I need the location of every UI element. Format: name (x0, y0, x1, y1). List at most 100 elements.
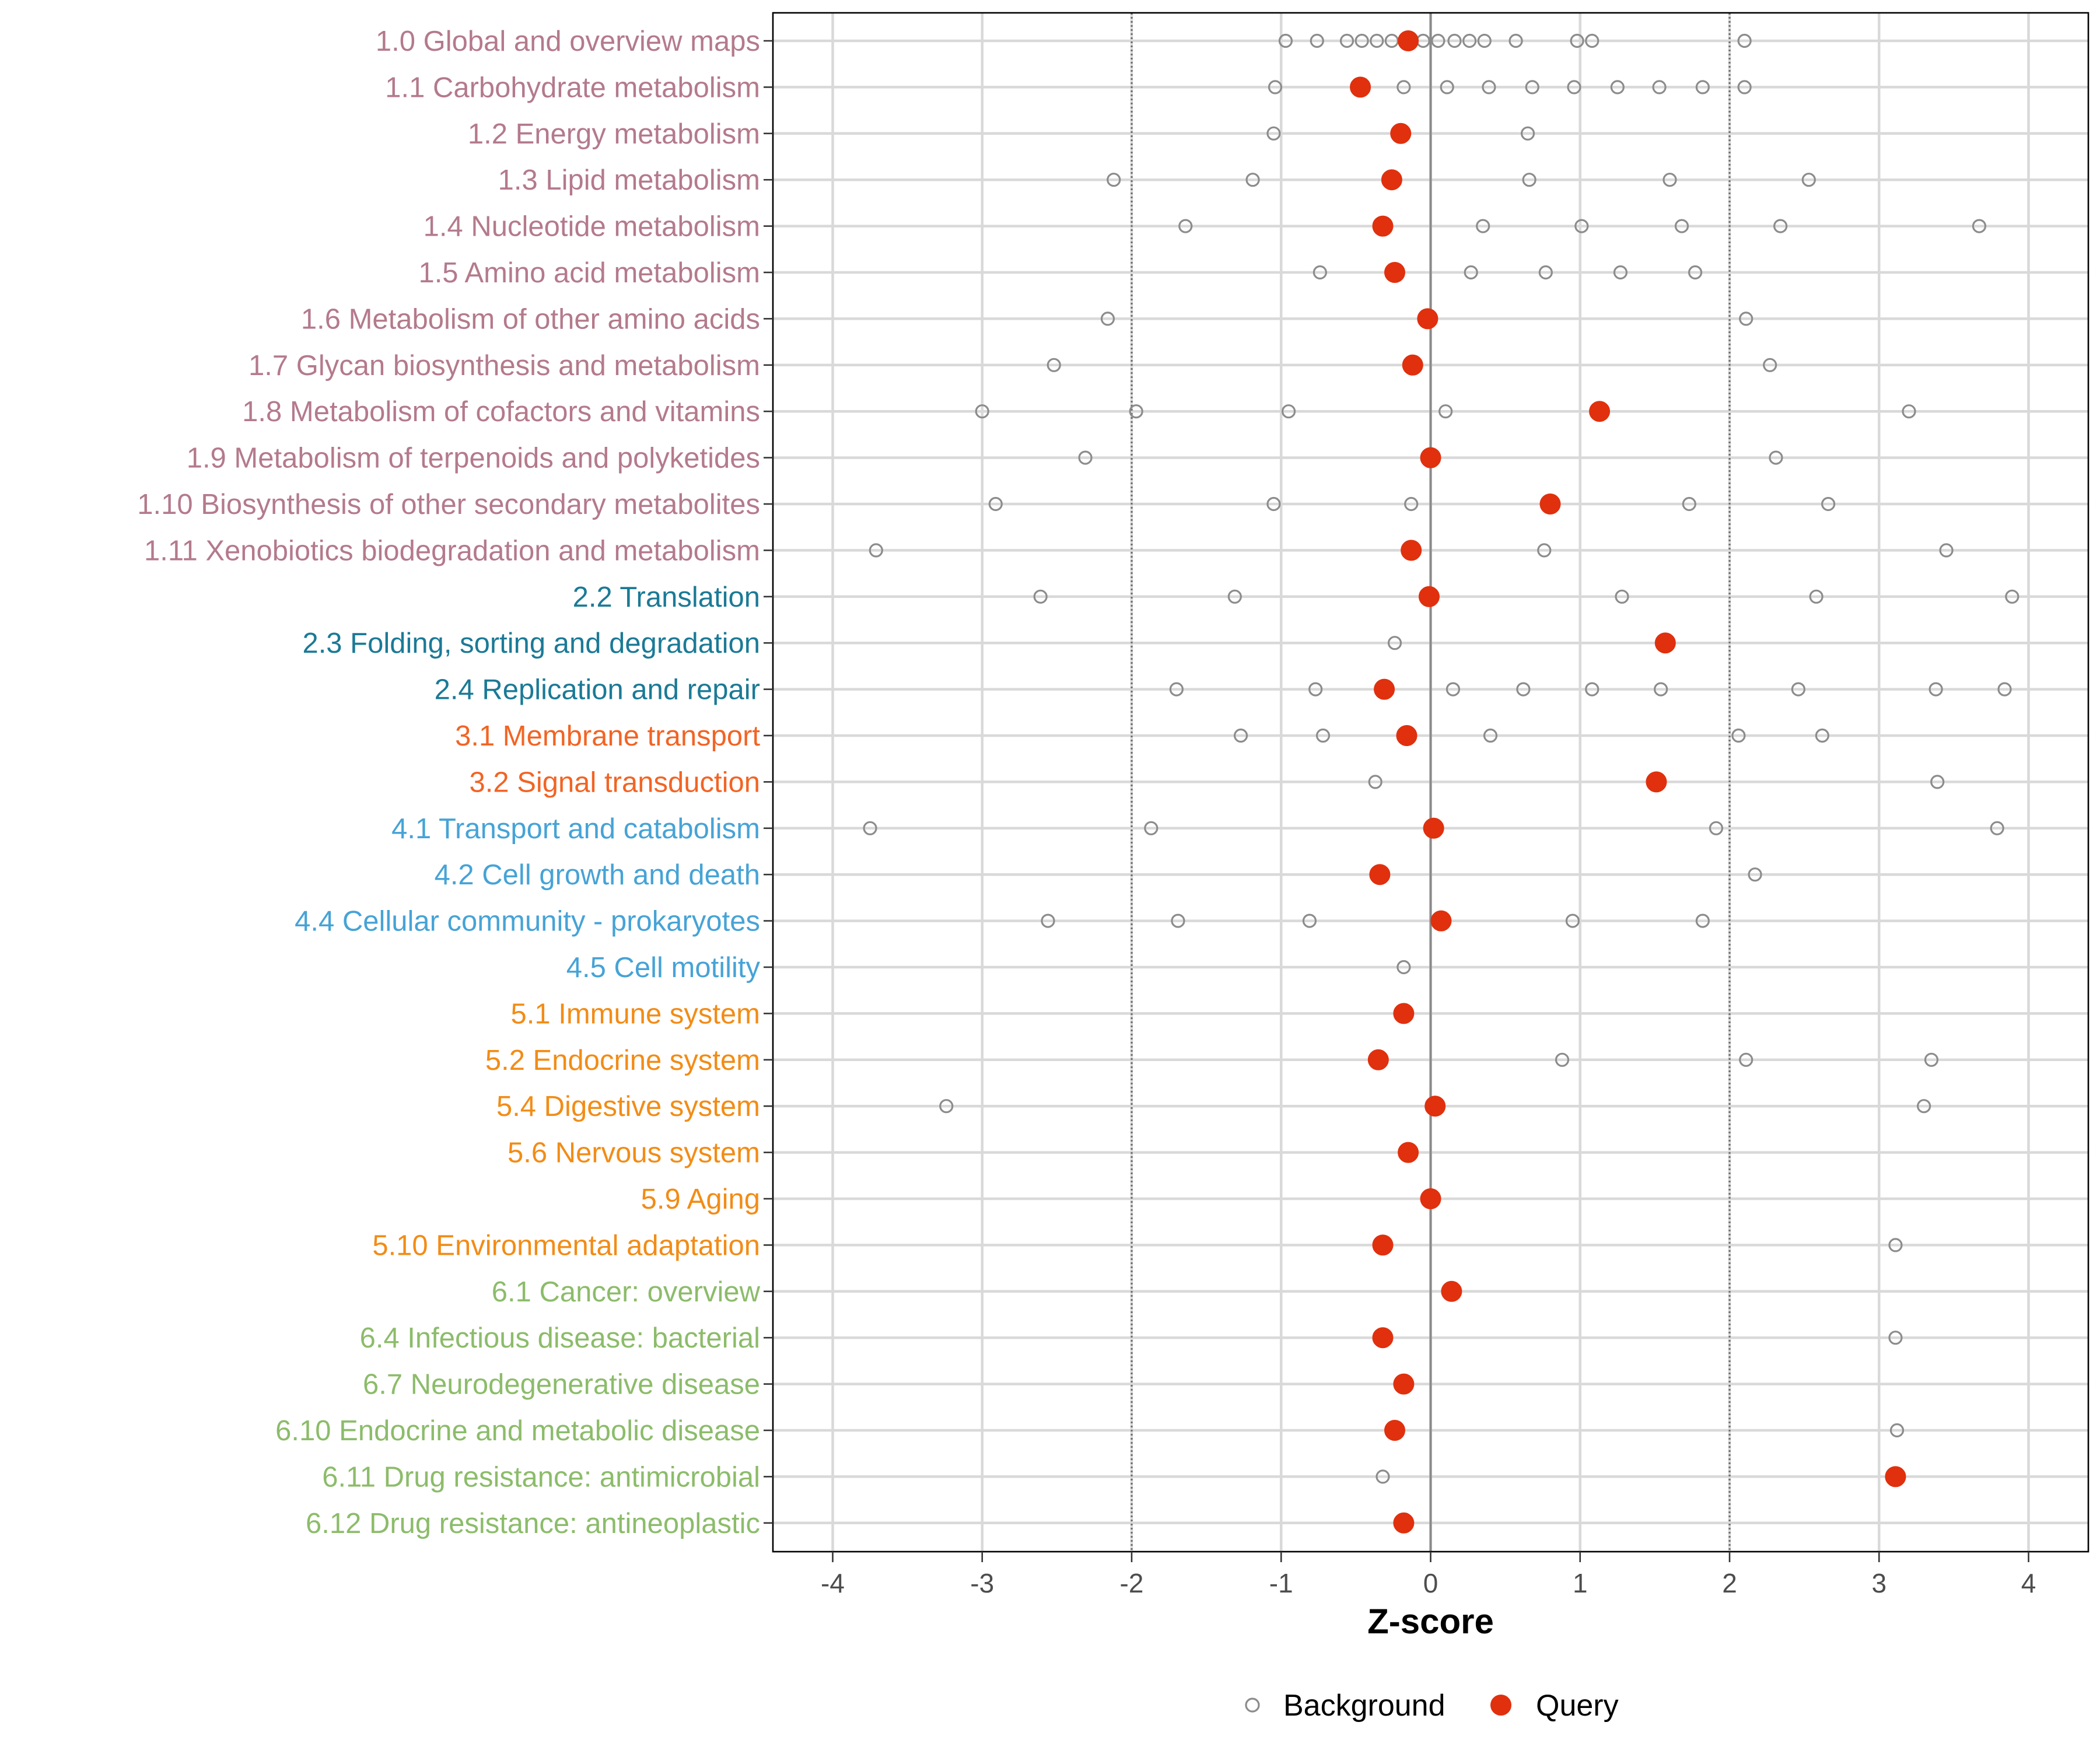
query-point (1401, 540, 1422, 561)
x-tick-label: -3 (970, 1568, 994, 1598)
background-point (1387, 636, 1402, 650)
category-label: 1.6 Metabolism of other amino acids (301, 303, 760, 335)
query-point (1589, 401, 1611, 422)
background-point (1748, 867, 1762, 882)
background-point (1462, 33, 1477, 48)
background-point (1538, 265, 1553, 280)
x-tick-label: 1 (1573, 1568, 1588, 1598)
category-label: 1.9 Metabolism of terpenoids and polyket… (187, 443, 760, 474)
points-layer (863, 30, 2020, 1534)
background-point (1565, 914, 1580, 928)
category-label: 5.4 Digestive system (496, 1091, 760, 1122)
background-point (1652, 80, 1667, 94)
background-point (1917, 1099, 1931, 1114)
background-point (1674, 219, 1689, 233)
query-point (1654, 632, 1676, 654)
background-point (1688, 265, 1703, 280)
background-point (1537, 543, 1552, 558)
background-point (1737, 33, 1752, 48)
background-point (1315, 728, 1331, 743)
category-label: 6.12 Drug resistance: antineoplastic (306, 1508, 760, 1539)
background-point (1682, 496, 1696, 512)
background-point (1476, 219, 1490, 233)
background-point (1615, 589, 1629, 604)
background-point (1585, 33, 1600, 48)
background-point (975, 404, 989, 419)
query-point (1418, 586, 1440, 607)
background-point (1972, 219, 1987, 233)
category-label: 2.2 Translation (573, 582, 760, 613)
query-point (1441, 1280, 1462, 1302)
background-point (1791, 682, 1805, 696)
background-point (1815, 728, 1829, 743)
background-point (1737, 80, 1752, 94)
category-label: 2.4 Replication and repair (435, 674, 760, 706)
category-label: 5.9 Aging (641, 1184, 760, 1215)
query-point (1423, 817, 1444, 839)
background-point (1438, 404, 1453, 419)
background-point (939, 1099, 954, 1114)
background-point (1396, 80, 1411, 94)
x-tick-label: -1 (1269, 1568, 1293, 1598)
category-label: 5.2 Endocrine system (485, 1045, 760, 1076)
background-point (1368, 775, 1382, 789)
background-point (869, 543, 883, 558)
background-point (1773, 219, 1788, 233)
category-label: 6.7 Neurodegenerative disease (363, 1369, 760, 1401)
query-point (1430, 910, 1452, 932)
query-point (1396, 725, 1418, 746)
background-point (1266, 496, 1281, 512)
background-point (1574, 219, 1589, 233)
background-point (1763, 358, 1777, 372)
background-point (1302, 914, 1317, 928)
background-point (1129, 404, 1143, 419)
category-label: 4.5 Cell motility (566, 952, 761, 984)
background-point (1046, 358, 1061, 372)
background-point (1930, 775, 1945, 789)
background-point (1404, 496, 1419, 512)
background-point (1525, 80, 1539, 94)
background-point (1520, 126, 1535, 141)
background-point (1662, 173, 1677, 187)
query-point (1350, 76, 1371, 98)
background-point (1396, 960, 1411, 975)
background-point (1310, 33, 1324, 48)
category-label: 6.10 Endocrine and metabolic disease (275, 1415, 760, 1447)
category-label: 3.2 Signal transduction (470, 766, 761, 798)
background-point (1508, 33, 1523, 48)
background-point (1144, 821, 1158, 835)
background-point (1739, 1052, 1754, 1067)
background-point (1739, 312, 1754, 326)
background-point (1613, 265, 1628, 280)
reference-lines-layer (1130, 13, 1731, 1552)
x-tick-label: 4 (2021, 1568, 2036, 1598)
category-label: 1.3 Lipid metabolism (498, 164, 760, 196)
background-point (1567, 80, 1581, 94)
category-label: 1.11 Xenobiotics biodegradation and meta… (144, 535, 760, 566)
background-point (1446, 682, 1461, 696)
x-axis-title: Z-score (1367, 1602, 1494, 1641)
category-label: 6.11 Drug resistance: antimicrobial (322, 1461, 760, 1493)
background-point (1376, 1469, 1390, 1484)
background-point (1464, 265, 1478, 280)
background-point (1477, 33, 1492, 48)
category-label: 6.4 Infectious disease: bacterial (360, 1322, 760, 1354)
query-point (1420, 1188, 1441, 1209)
background-point (1107, 173, 1121, 187)
background-point (1695, 914, 1710, 928)
background-point (2005, 589, 2020, 604)
query-point (1369, 864, 1391, 886)
query-point (1398, 1142, 1419, 1163)
background-point (1516, 682, 1531, 696)
background-point (1585, 682, 1600, 696)
category-label: 5.10 Environmental adaptation (372, 1230, 760, 1261)
category-label: 5.6 Nervous system (508, 1138, 760, 1169)
category-label: 1.1 Carbohydrate metabolism (385, 72, 760, 103)
x-tick-label: 3 (1871, 1568, 1887, 1598)
background-point (1278, 33, 1293, 48)
category-label: 5.1 Immune system (510, 998, 760, 1030)
background-point (1233, 728, 1248, 743)
category-label: 1.5 Amino acid metabolism (418, 257, 760, 289)
category-label: 2.3 Folding, sorting and degradation (302, 628, 760, 659)
query-point (1372, 1327, 1394, 1349)
